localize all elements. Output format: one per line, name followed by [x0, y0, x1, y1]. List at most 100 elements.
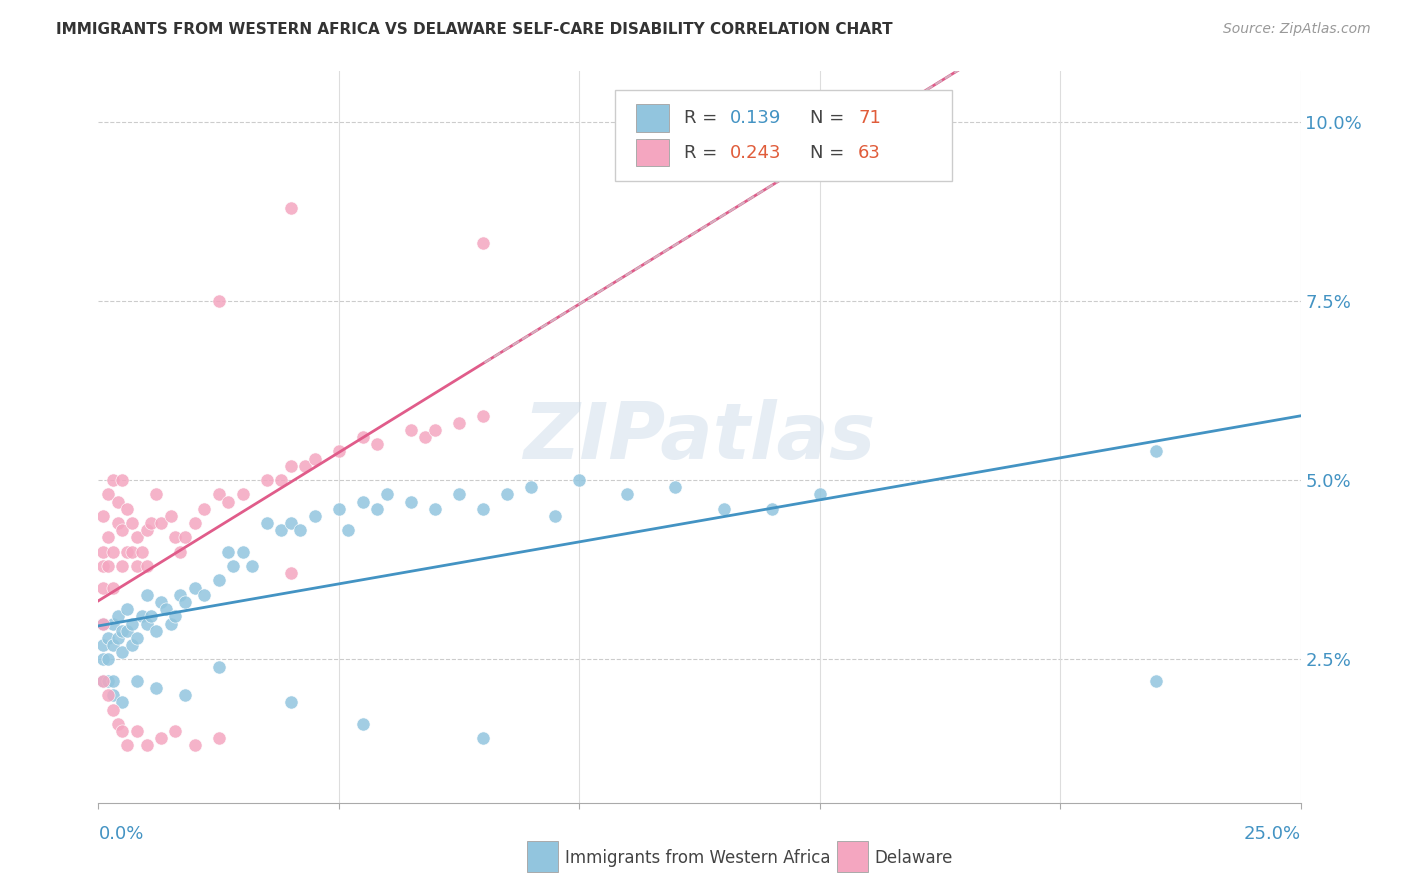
Point: [107, 494, 129, 508]
Point: [141, 516, 163, 530]
Point: [304, 508, 326, 523]
Point: [568, 473, 591, 487]
Point: [193, 501, 215, 516]
Point: [97, 673, 120, 688]
Point: [111, 473, 134, 487]
Point: [125, 559, 148, 574]
Point: [447, 416, 470, 430]
Point: [111, 524, 134, 538]
Point: [208, 293, 231, 308]
Point: [91, 638, 114, 652]
Point: [183, 516, 205, 530]
Point: [91, 616, 114, 631]
Point: [280, 201, 302, 215]
Point: [217, 545, 239, 559]
Point: [107, 609, 129, 624]
Point: [1144, 673, 1167, 688]
Point: [111, 559, 134, 574]
Point: [208, 731, 231, 746]
Point: [294, 458, 316, 473]
Point: [415, 430, 437, 444]
Point: [352, 494, 374, 508]
Point: [280, 458, 302, 473]
Point: [125, 631, 148, 645]
Point: [256, 473, 278, 487]
Point: [149, 595, 172, 609]
Point: [117, 624, 139, 638]
Point: [664, 480, 686, 494]
Point: [141, 609, 163, 624]
Point: [91, 652, 114, 666]
Point: [713, 501, 735, 516]
Point: [328, 501, 350, 516]
Point: [208, 574, 231, 588]
Point: [117, 739, 139, 753]
Point: [165, 531, 187, 545]
Point: [135, 524, 157, 538]
Point: [270, 473, 292, 487]
Point: [97, 531, 120, 545]
Point: [101, 545, 124, 559]
Point: [174, 531, 197, 545]
Point: [280, 566, 302, 581]
Point: [193, 588, 215, 602]
Point: [101, 638, 124, 652]
Bar: [636, 104, 669, 132]
Point: [121, 616, 143, 631]
Point: [149, 516, 172, 530]
Point: [183, 739, 205, 753]
Point: [256, 516, 278, 530]
Point: [366, 501, 388, 516]
Point: [97, 559, 120, 574]
Point: [169, 545, 191, 559]
Text: R =: R =: [683, 109, 723, 128]
Point: [472, 501, 495, 516]
Point: [135, 739, 157, 753]
Point: [375, 487, 398, 501]
Point: [159, 508, 181, 523]
Text: R =: R =: [683, 144, 723, 161]
Point: [217, 494, 239, 508]
Point: [337, 524, 360, 538]
Point: [352, 717, 374, 731]
Point: [111, 724, 134, 739]
Point: [399, 423, 422, 437]
Point: [101, 581, 124, 595]
FancyBboxPatch shape: [616, 90, 952, 181]
Text: N =: N =: [810, 144, 851, 161]
Point: [91, 581, 114, 595]
Text: 63: 63: [858, 144, 882, 161]
Point: [496, 487, 519, 501]
Point: [472, 409, 495, 423]
Point: [352, 430, 374, 444]
Point: [423, 501, 446, 516]
Point: [91, 559, 114, 574]
Point: [280, 695, 302, 709]
Text: Delaware: Delaware: [875, 849, 953, 867]
Point: [111, 695, 134, 709]
Point: [97, 487, 120, 501]
Point: [174, 595, 197, 609]
Point: [97, 688, 120, 702]
Point: [399, 494, 422, 508]
Point: [91, 508, 114, 523]
Point: [101, 688, 124, 702]
Point: [290, 524, 312, 538]
Text: 0.243: 0.243: [730, 144, 782, 161]
Point: [111, 624, 134, 638]
Point: [121, 516, 143, 530]
Point: [101, 702, 124, 716]
Text: 0.0%: 0.0%: [98, 825, 143, 843]
Point: [91, 545, 114, 559]
Point: [145, 624, 167, 638]
Point: [97, 631, 120, 645]
Point: [232, 487, 254, 501]
Point: [135, 559, 157, 574]
Point: [222, 559, 245, 574]
Point: [270, 524, 292, 538]
Point: [149, 731, 172, 746]
Point: [183, 581, 205, 595]
Text: N =: N =: [810, 109, 851, 128]
Point: [121, 545, 143, 559]
Point: [125, 673, 148, 688]
